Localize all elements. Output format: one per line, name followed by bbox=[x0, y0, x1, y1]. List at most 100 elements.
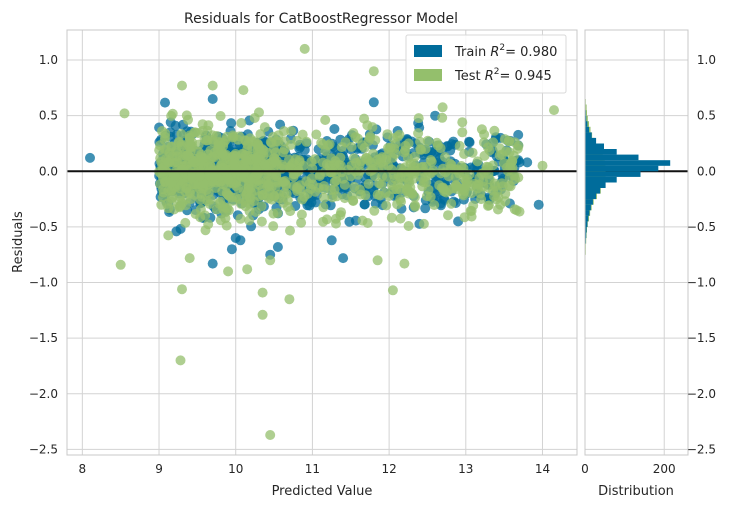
hist-bar-train bbox=[585, 199, 593, 205]
hist-y-tick-label: −2.5 bbox=[687, 442, 716, 456]
scatter-point-test bbox=[249, 196, 259, 206]
scatter-point-test bbox=[120, 108, 130, 118]
scatter-point-test bbox=[258, 190, 268, 200]
hist-bar-train bbox=[585, 194, 596, 200]
scatter-point-test bbox=[473, 156, 483, 166]
histogram-bars bbox=[585, 99, 688, 266]
scatter-point-test bbox=[116, 260, 126, 270]
scatter-point-test bbox=[177, 81, 187, 91]
scatter-point-test bbox=[423, 136, 433, 146]
scatter-point-test bbox=[209, 172, 219, 182]
y-axis-label: Residuals bbox=[11, 211, 26, 273]
hist-y-tick-label: −1.0 bbox=[687, 276, 716, 290]
scatter-point-test bbox=[182, 183, 192, 193]
scatter-point-test bbox=[196, 204, 206, 214]
axes-frames bbox=[67, 30, 688, 455]
scatter-point-test bbox=[259, 146, 269, 156]
scatter-point-test bbox=[364, 179, 374, 189]
scatter-point-test bbox=[289, 172, 299, 182]
scatter-point-test bbox=[196, 189, 206, 199]
scatter-point-test bbox=[404, 138, 414, 148]
scatter-point-test bbox=[265, 255, 275, 265]
hist-bar-train bbox=[585, 149, 617, 155]
scatter-point-test bbox=[236, 214, 246, 224]
scatter-point-test bbox=[457, 127, 467, 137]
scatter-point-test bbox=[255, 175, 265, 185]
scatter-point-test bbox=[451, 180, 461, 190]
scatter-point-test bbox=[489, 126, 499, 136]
scatter-point-test bbox=[177, 198, 187, 208]
hist-y-tick-label: 0.5 bbox=[697, 109, 716, 123]
scatter-point-test bbox=[466, 206, 476, 216]
scatter-point-test bbox=[499, 158, 509, 168]
scatter-point-test bbox=[182, 110, 192, 120]
scatter-point-test bbox=[252, 154, 262, 164]
hist-bar-train bbox=[585, 182, 606, 188]
x-tick-label: 10 bbox=[228, 462, 243, 476]
scatter-point-test bbox=[189, 128, 199, 138]
scatter-point-train bbox=[360, 199, 370, 209]
scatter-point-test bbox=[212, 131, 222, 141]
scatter-point-test bbox=[387, 213, 397, 223]
scatter-point-test bbox=[365, 133, 375, 143]
legend-train-label: Train R2= 0.980 bbox=[454, 43, 557, 60]
scatter-point-test bbox=[410, 202, 420, 212]
scatter-point-test bbox=[208, 81, 218, 91]
scatter-point-test bbox=[246, 183, 256, 193]
scatter-point-test bbox=[250, 113, 260, 123]
scatter-point-test bbox=[274, 190, 284, 200]
scatter-point-test bbox=[201, 225, 211, 235]
scatter-point-test bbox=[213, 140, 223, 150]
x-tick-label: 14 bbox=[535, 462, 550, 476]
scatter-point-test bbox=[438, 102, 448, 112]
scatter-point-train bbox=[369, 97, 379, 107]
scatter-point-test bbox=[222, 132, 232, 142]
scatter-point-test bbox=[359, 114, 369, 124]
hist-x-tick-label: 200 bbox=[653, 462, 676, 476]
scatter-point-test bbox=[513, 173, 523, 183]
scatter-point-test bbox=[414, 113, 424, 123]
scatter-point-test bbox=[363, 218, 373, 228]
scatter-point-test bbox=[353, 134, 363, 144]
hist-bar-train bbox=[585, 171, 641, 177]
scatter-point-test bbox=[269, 144, 279, 154]
scatter-point-test bbox=[457, 117, 467, 127]
hist-y-tick-label: 0.0 bbox=[697, 164, 716, 178]
scatter-point-test bbox=[303, 189, 313, 199]
scatter-point-test bbox=[348, 196, 358, 206]
scatter-point-test bbox=[490, 181, 500, 191]
scatter-point-test bbox=[244, 215, 254, 225]
hist-bar-train bbox=[585, 166, 658, 172]
scatter-point-test bbox=[446, 199, 456, 209]
scatter-point-test bbox=[460, 183, 470, 193]
scatter-point-test bbox=[326, 153, 336, 163]
scatter-point-train bbox=[227, 244, 237, 254]
x-tick-label: 8 bbox=[79, 462, 87, 476]
scatter-point-test bbox=[440, 152, 450, 162]
hist-y-tick-label: −1.5 bbox=[687, 331, 716, 345]
scatter-point-test bbox=[504, 136, 514, 146]
scatter-point-test bbox=[157, 126, 167, 136]
y-tick-label: 0.0 bbox=[39, 164, 58, 178]
y-tick-label: −1.5 bbox=[29, 331, 58, 345]
scatter-point-test bbox=[331, 176, 341, 186]
scatter-point-test bbox=[241, 201, 251, 211]
scatter-point-test bbox=[180, 218, 190, 228]
scatter-point-train bbox=[338, 253, 348, 263]
scatter-frame bbox=[67, 30, 577, 455]
scatter-point-train bbox=[231, 233, 241, 243]
hist-y-tick-label: 1.0 bbox=[697, 53, 716, 67]
hist-bar-train bbox=[585, 177, 617, 183]
hist-bar-train bbox=[585, 188, 600, 194]
scatter-point-test bbox=[413, 128, 423, 138]
scatter-point-test bbox=[326, 185, 336, 195]
scatter-point-test bbox=[301, 176, 311, 186]
scatter-point-test bbox=[373, 255, 383, 265]
scatter-point-test bbox=[483, 142, 493, 152]
scatter-point-test bbox=[251, 207, 261, 217]
y-tick-label: −2.5 bbox=[29, 442, 58, 456]
scatter-point-test bbox=[512, 205, 522, 215]
scatter-grid bbox=[67, 30, 577, 455]
